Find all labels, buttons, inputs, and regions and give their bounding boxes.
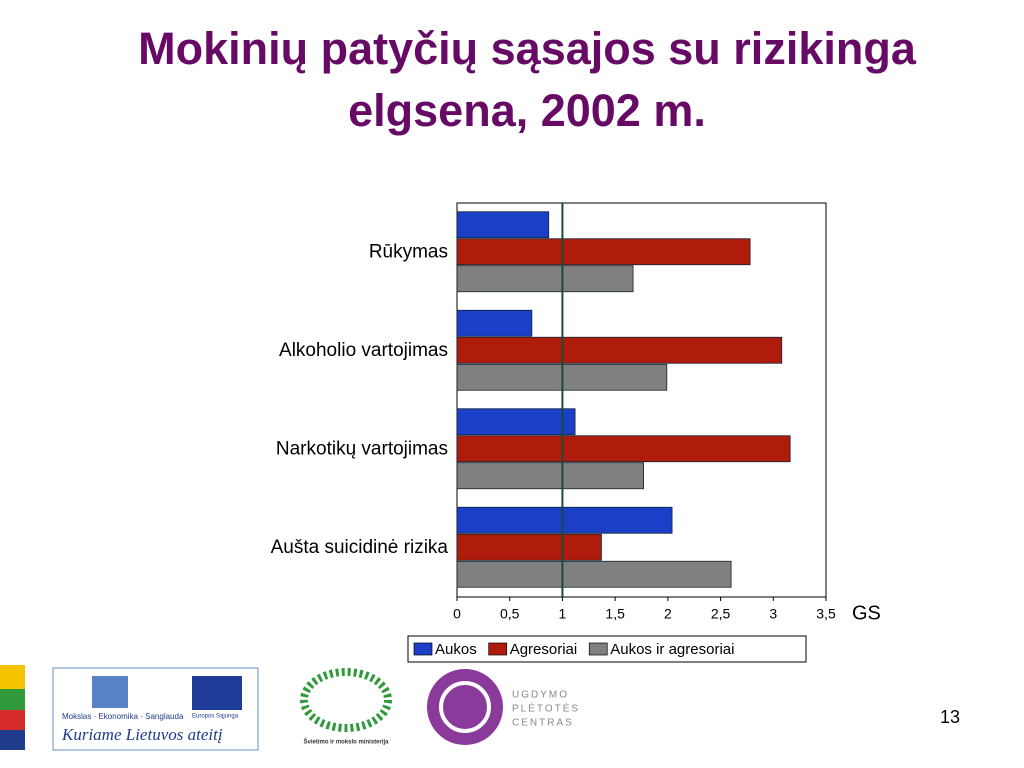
legend-swatch [488,642,508,656]
bar [456,533,602,561]
x-tick-label: 3 [769,606,777,622]
x-tick-label: 1,5 [605,606,625,622]
x-tick-label: 2,5 [711,606,731,622]
bar [456,336,783,364]
y-tick-label: Rūkymas [369,241,448,262]
x-tick-label: 1 [559,606,567,622]
logo-text: Europos Sąjunga [192,714,239,720]
bar [456,265,634,293]
y-tick-label: Alkoholio vartojimas [279,340,448,361]
bar [456,309,533,337]
logo-icon [300,668,392,732]
legend-swatch [413,642,433,656]
bar [456,435,791,463]
bar [456,560,732,588]
bar [456,462,645,490]
chart-title: Mokinių patyčių sąsajos su rizikinga elg… [138,23,916,136]
logo-text: Švietimo ir mokslo ministerija [303,738,389,746]
strip [0,730,25,750]
x-axis-label: GS [852,602,881,624]
bar [456,211,550,239]
x-tick-label: 3,5 [816,606,836,622]
logo-icon [439,681,491,733]
logo-text: Kuriame Lietuvos ateitį [61,725,223,744]
strip [0,665,25,689]
strip [0,689,25,710]
bar [456,506,673,534]
logo-text: Mokslas · Ekonomika · Sanglauda [62,712,184,721]
logo-icon [92,676,128,708]
logo-text: CENTRAS [512,718,574,729]
x-tick-label: 0,5 [500,606,520,622]
y-tick-label: Aušta suicidinė rizika [271,537,449,558]
x-tick-label: 0 [453,606,461,622]
strip [0,710,25,730]
y-tick-label: Narkotikų vartojimas [276,438,448,459]
legend-swatch [588,642,608,656]
page-number: 13 [940,707,960,727]
legend-label: Agresoriai [510,641,578,658]
bar [456,408,576,436]
logo-icon [427,669,503,745]
bar [456,238,751,266]
legend-label: Aukos ir agresoriai [610,641,734,658]
eu-flag [192,676,242,710]
x-tick-label: 2 [664,606,672,622]
legend-label: Aukos [435,641,477,658]
logo-text: UGDYMO [512,690,569,701]
logo-text: PLĖTOTĖS [512,702,580,715]
